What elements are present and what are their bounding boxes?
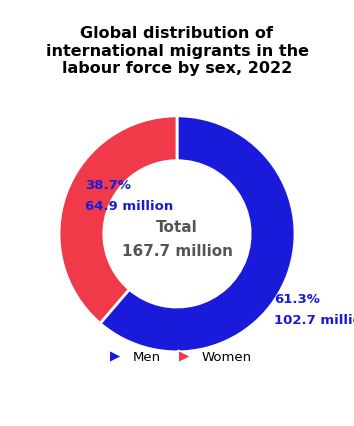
Text: 61.3%: 61.3%	[274, 293, 320, 305]
Wedge shape	[59, 117, 177, 324]
Text: 102.7 million: 102.7 million	[274, 314, 354, 327]
Text: Total: Total	[156, 220, 198, 235]
Text: 64.9 million: 64.9 million	[85, 199, 173, 213]
Text: 38.7%: 38.7%	[85, 178, 131, 191]
Legend: Men, Women: Men, Women	[97, 345, 257, 368]
Text: Global distribution of
international migrants in the
labour force by sex, 2022: Global distribution of international mig…	[46, 26, 308, 76]
Text: 167.7 million: 167.7 million	[121, 243, 233, 258]
Wedge shape	[100, 117, 295, 352]
